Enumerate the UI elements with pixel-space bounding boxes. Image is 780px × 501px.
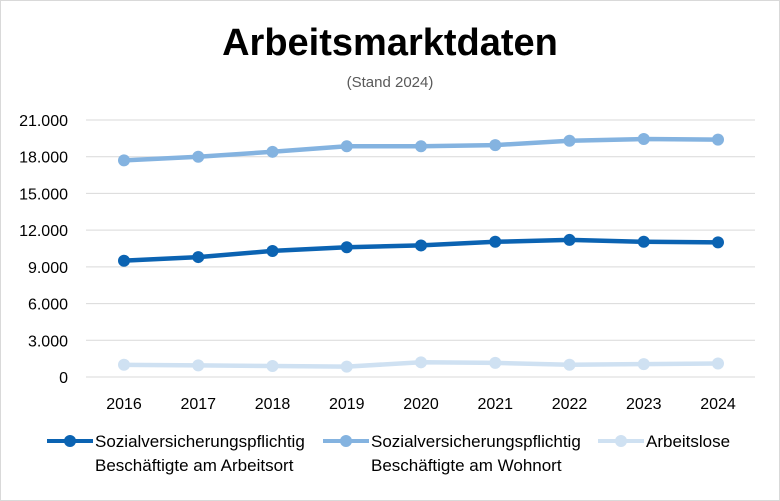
x-tick-label: 2017 [180, 396, 216, 413]
x-tick-label: 2021 [477, 396, 513, 413]
y-tick-label: 21.000 [19, 113, 68, 130]
y-tick-label: 15.000 [19, 186, 68, 203]
data-point [340, 241, 353, 254]
data-point [192, 150, 205, 163]
data-point [415, 140, 427, 153]
data-point [266, 359, 279, 372]
legend-marker-arbeitslose [596, 430, 646, 452]
data-point [415, 356, 427, 369]
data-point [266, 244, 279, 257]
chart-title: Arbeitsmarktdaten [222, 22, 558, 64]
chart-subtitle: (Stand 2024) [346, 74, 434, 91]
legend-dot [615, 435, 627, 447]
data-point [563, 233, 576, 246]
data-point [489, 235, 502, 248]
legend-item-wohnort: Sozialversicherungspflichtig Beschäftigt… [321, 430, 581, 478]
x-tick-label: 2020 [403, 396, 439, 413]
data-point [712, 236, 724, 249]
legend-item-arbeitsort: Sozialversicherungspflichtig Beschäftigt… [45, 430, 305, 478]
data-point [489, 139, 502, 152]
data-point [340, 360, 353, 373]
gridlines [86, 119, 755, 378]
y-tick-label: 12.000 [19, 223, 68, 240]
data-point [637, 132, 650, 145]
y-tick-label: 3.000 [28, 333, 68, 350]
data-point [712, 133, 724, 146]
data-point [637, 235, 650, 248]
data-point [266, 145, 279, 158]
data-point [712, 357, 724, 370]
y-tick-label: 0 [59, 370, 68, 387]
x-tick-label: 2023 [626, 396, 662, 413]
data-point [489, 356, 502, 369]
legend-marker-wohnort [321, 430, 371, 452]
legend-marker-arbeitsort [45, 430, 95, 452]
legend-label-arbeitslose: Arbeitslose [646, 432, 731, 451]
y-tick-label: 6.000 [28, 297, 68, 314]
x-tick-label: 2022 [552, 396, 588, 413]
y-tick-label: 9.000 [28, 260, 68, 277]
x-tick-label: 2018 [255, 396, 291, 413]
x-tick-label: 2024 [700, 396, 736, 413]
legend-dot [64, 435, 76, 447]
data-point [192, 251, 205, 264]
y-tick-label: 18.000 [19, 150, 68, 167]
legend-label-wohnort: Sozialversicherungspflichtig Beschäftigt… [371, 432, 581, 475]
x-axis-ticks: 2016 2017 2018 2019 2020 2021 2022 2023 2024 [106, 396, 736, 413]
data-point [563, 358, 576, 371]
data-point [118, 254, 130, 267]
series-group [118, 132, 724, 373]
data-point [118, 358, 130, 371]
legend: Sozialversicherungspflichtig Beschäftigt… [0, 430, 780, 490]
data-point [340, 140, 353, 153]
data-point [563, 134, 576, 147]
plot-area: 0 3.000 6.000 9.000 12.000 15.000 18.000 21.000… [19, 113, 755, 413]
data-point [118, 154, 130, 167]
x-tick-label: 2016 [106, 396, 142, 413]
y-axis-ticks: 0 3.000 6.000 9.000 12.000 15.000 18.000 21.000 [19, 113, 68, 387]
data-point [637, 358, 650, 371]
legend-label-arbeitsort: Sozialversicherungspflichtig Beschäftigt… [95, 432, 305, 475]
data-point [415, 239, 427, 252]
data-point [192, 359, 205, 372]
x-tick-label: 2019 [329, 396, 365, 413]
legend-dot [340, 435, 352, 447]
legend-item-arbeitslose: Arbeitslose [596, 430, 730, 454]
